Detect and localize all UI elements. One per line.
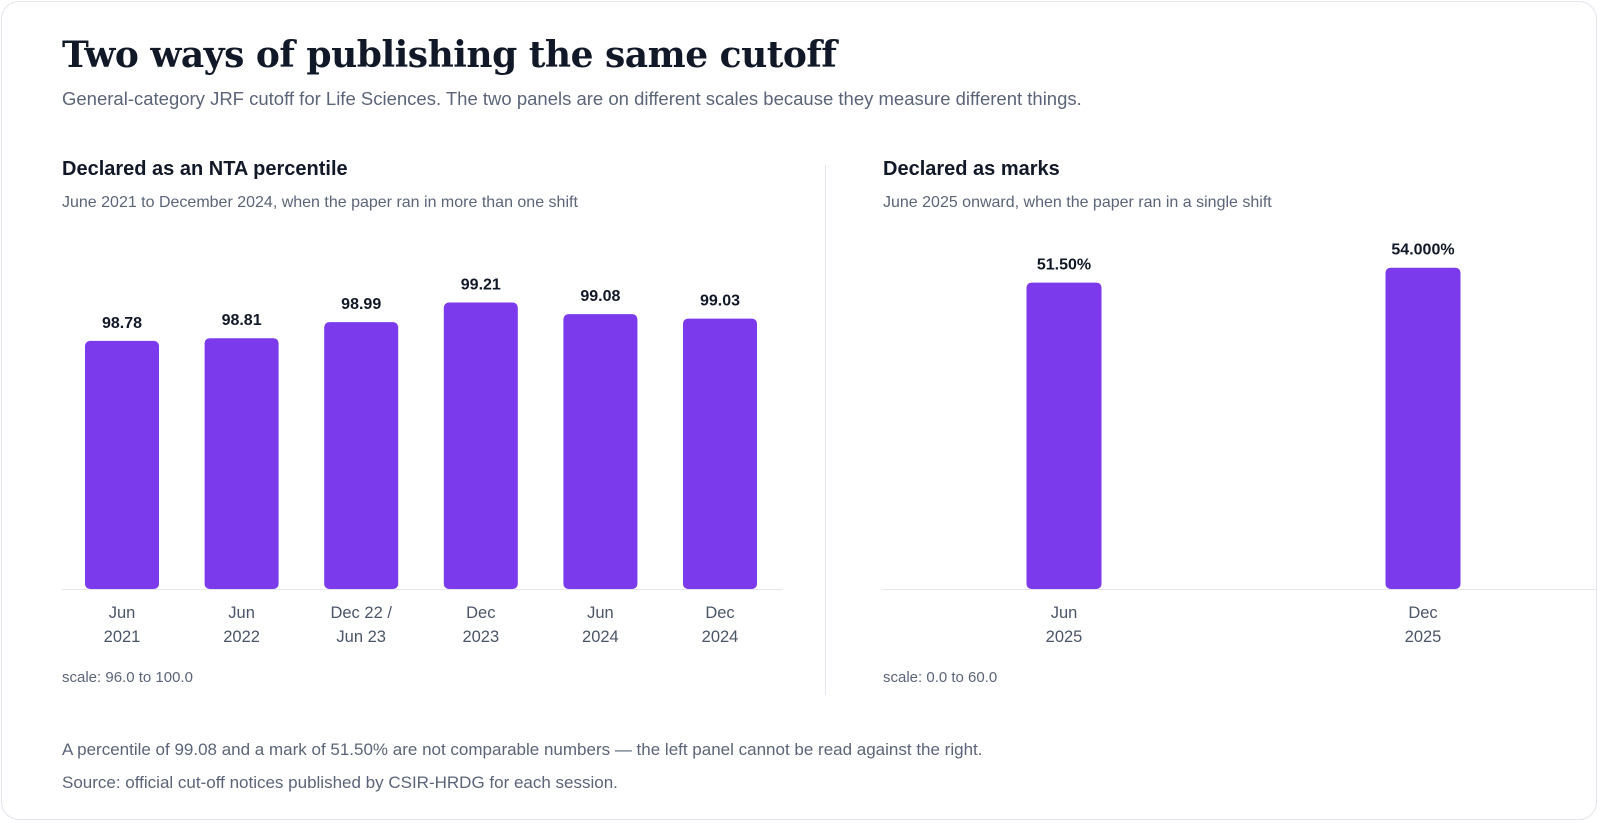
page-subtitle: General-category JRF cutoff for Life Sci… bbox=[62, 88, 1082, 109]
page-title: Two ways of publishing the same cutoff bbox=[62, 34, 837, 76]
bar-value-label: 99.21 bbox=[461, 277, 501, 294]
x-tick-label: Jun 23 bbox=[336, 628, 386, 646]
x-tick-label: Jun bbox=[587, 604, 614, 622]
x-tick-label: Dec bbox=[466, 604, 495, 622]
panel-divider bbox=[825, 165, 826, 695]
bar bbox=[85, 340, 159, 589]
bar-value-label: 98.81 bbox=[222, 312, 262, 329]
bar bbox=[443, 302, 518, 589]
bar-value-label: 54.000% bbox=[1391, 242, 1454, 259]
percentile-bar-chart: 98.78 Jun 2021 98.81 Jun 2022 98.99 Dec 22 / Jun… bbox=[62, 277, 782, 646]
right-panel-title: Declared as marks bbox=[883, 158, 1060, 180]
left-panel-title: Declared as an NTA percentile bbox=[62, 158, 348, 180]
marks-bar-chart: 51.50% Jun 2025 54.000% Dec 2025 bbox=[883, 242, 1597, 646]
x-tick-label: Jun bbox=[1051, 604, 1078, 622]
comparison-note: A percentile of 99.08 and a mark of 51.5… bbox=[62, 740, 983, 759]
bar-value-label: 51.50% bbox=[1037, 257, 1091, 274]
x-tick-label: Jun bbox=[109, 604, 136, 622]
left-panel-subtitle: June 2021 to December 2024, when the pap… bbox=[62, 194, 578, 211]
x-tick-label: 2025 bbox=[1405, 628, 1442, 646]
x-tick-label: Dec bbox=[705, 604, 734, 622]
x-tick-label: 2023 bbox=[462, 628, 499, 646]
x-tick-label: Dec bbox=[1408, 604, 1437, 622]
x-tick-label: 2024 bbox=[582, 628, 619, 646]
bar bbox=[204, 338, 279, 589]
bar bbox=[563, 314, 638, 589]
bar-value-label: 98.78 bbox=[102, 315, 142, 332]
right-panel-subtitle: June 2025 onward, when the paper ran in … bbox=[883, 194, 1272, 211]
bar bbox=[1385, 267, 1461, 589]
x-tick-label: 2024 bbox=[702, 628, 739, 646]
bar bbox=[324, 322, 399, 589]
x-tick-label: Jun bbox=[228, 604, 255, 622]
source-note: Source: official cut-off notices publish… bbox=[62, 773, 618, 792]
x-tick-label: 2021 bbox=[104, 628, 141, 646]
bar bbox=[683, 318, 757, 589]
bar-value-label: 98.99 bbox=[341, 296, 381, 313]
left-scale-note: scale: 96.0 to 100.0 bbox=[62, 669, 193, 686]
x-tick-label: 2022 bbox=[223, 628, 260, 646]
bar-value-label: 99.08 bbox=[580, 288, 620, 305]
bar-value-label: 99.03 bbox=[700, 293, 740, 310]
x-tick-label: 2025 bbox=[1046, 628, 1083, 646]
bar bbox=[1026, 282, 1102, 589]
right-scale-note: scale: 0.0 to 60.0 bbox=[883, 669, 998, 686]
x-tick-label: Dec 22 / bbox=[330, 604, 392, 622]
